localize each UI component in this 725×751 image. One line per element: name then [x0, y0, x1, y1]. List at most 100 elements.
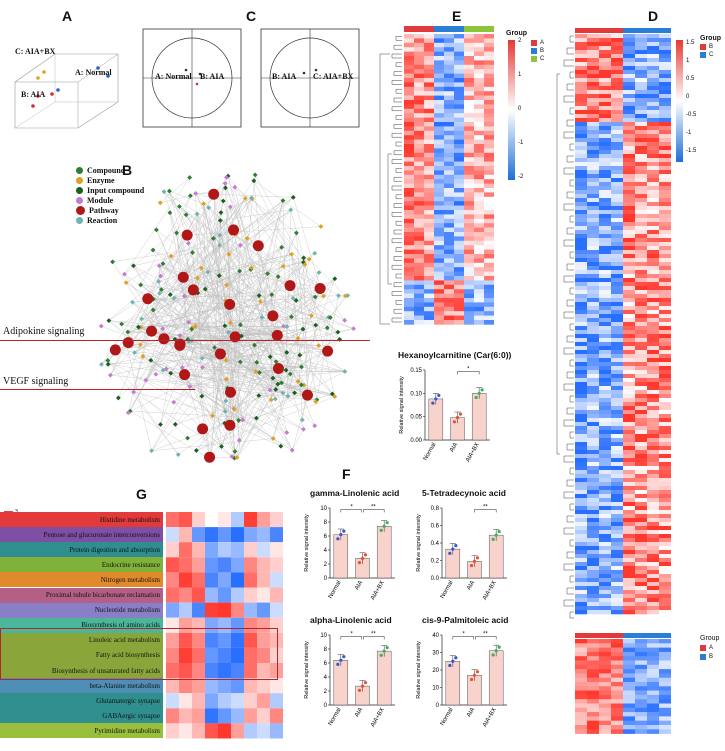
heatmap-cell — [599, 34, 611, 39]
heatmap-cell — [414, 320, 424, 325]
heatmap-cell — [623, 643, 635, 648]
heatmap-cell — [404, 249, 414, 255]
heatmap-cell — [623, 530, 635, 535]
group-bar-cell — [623, 633, 635, 638]
group-legend-item: B — [700, 44, 713, 50]
heatmap-cell — [599, 430, 611, 435]
heatmap-cell — [587, 230, 599, 235]
heatmap-cell — [647, 410, 659, 415]
heatmap-cell — [404, 271, 414, 277]
heatmap-cell — [611, 578, 623, 583]
network-node — [275, 274, 281, 280]
network-edge — [196, 213, 279, 385]
heatmap-cell — [434, 236, 444, 242]
heatmap-cell — [599, 414, 611, 419]
heatmap-cell — [659, 578, 671, 583]
pathway-node — [179, 369, 191, 381]
heatmap-cell — [464, 240, 474, 246]
heatmap-cell — [659, 522, 671, 527]
heatmap-cell — [599, 656, 611, 661]
heatmap-cell — [599, 82, 611, 87]
network-edge — [220, 197, 252, 213]
network-edge — [188, 341, 271, 391]
heatmap-cell — [575, 639, 587, 644]
heatmap-cell — [599, 610, 611, 615]
heatmap-cell — [575, 38, 587, 43]
network-node — [107, 372, 113, 378]
heatmap-cell — [231, 663, 244, 679]
heatmap-cell — [611, 446, 623, 451]
heatmap-cell — [404, 51, 414, 57]
heatmap-cell — [205, 542, 218, 558]
heatmap-cell — [623, 478, 635, 483]
heatmap-cell — [635, 98, 647, 103]
heatmap-cell — [623, 38, 635, 43]
network-node — [183, 212, 189, 218]
heatmap-cell — [623, 490, 635, 495]
heatmap-cell — [575, 206, 587, 211]
heatmap-cell — [587, 90, 599, 95]
heatmap-cell — [659, 90, 671, 95]
heatmap-cell — [635, 62, 647, 67]
heatmap-cell — [587, 647, 599, 653]
heatmap-cell — [647, 146, 659, 151]
heatmap-cell — [647, 498, 659, 503]
heatmap-cell — [484, 117, 494, 123]
heatmap-cell — [635, 278, 647, 283]
pathway-node — [204, 451, 216, 463]
heatmap-cell — [659, 690, 671, 696]
heatmap-cell — [414, 108, 424, 114]
heatmap-cell — [611, 282, 623, 287]
heatmap-cell — [647, 178, 659, 183]
heatmap-cell — [599, 522, 611, 527]
heatmap-cell — [659, 562, 671, 567]
heatmap-cell — [424, 284, 434, 290]
heatmap-cell — [599, 182, 611, 187]
heatmap-cell — [218, 663, 231, 679]
heatmap-cell — [575, 350, 587, 355]
heatmap-cell — [635, 686, 647, 691]
heatmap-cell — [231, 587, 244, 603]
heatmap-cell — [623, 430, 635, 435]
scale-label: -1 — [686, 130, 692, 136]
heatmap-cell — [166, 708, 179, 724]
heatmap-cell — [218, 602, 231, 618]
heatmap-cell — [599, 664, 611, 670]
heatmap-cell — [587, 38, 599, 43]
heatmap-cell — [599, 238, 611, 243]
heatmap-cell — [647, 134, 659, 139]
heatmap-cell — [647, 238, 659, 243]
heatmap-cell — [599, 438, 611, 443]
heatmap-cell — [587, 438, 599, 443]
heatmap-cell — [599, 130, 611, 135]
heatmap-cell — [659, 673, 671, 678]
heatmap-cell — [635, 546, 647, 551]
network-edge — [140, 284, 282, 383]
network-node — [193, 190, 199, 196]
heatmap-cell — [611, 518, 623, 523]
heatmap-cell — [623, 729, 635, 734]
heatmap-cell — [635, 699, 647, 704]
heatmap-cell — [587, 707, 599, 713]
heatmap-cell — [635, 286, 647, 291]
heatmap-cell — [424, 135, 434, 140]
heatmap-cell — [635, 106, 647, 111]
heatmap-cell — [611, 498, 623, 503]
heatmap-cell — [575, 66, 587, 71]
heatmap-cell — [257, 693, 270, 709]
heatmap-cell — [635, 430, 647, 435]
legend-label: Compound — [87, 166, 126, 175]
data-point — [360, 556, 365, 560]
heatmap-cell — [474, 144, 484, 149]
heatmap-cell — [575, 390, 587, 395]
heatmap-cell — [635, 358, 647, 363]
heatmap-cell — [464, 205, 474, 211]
heatmap-cell — [434, 174, 444, 180]
heatmap-cell — [474, 60, 484, 66]
heatmap-cell — [464, 271, 474, 277]
heatmap-cell — [587, 246, 599, 251]
group-bar-cell — [575, 28, 587, 33]
pathway-row: GABAergic synapse — [0, 708, 163, 724]
heatmap-cell — [647, 58, 659, 63]
network-node — [205, 269, 211, 275]
